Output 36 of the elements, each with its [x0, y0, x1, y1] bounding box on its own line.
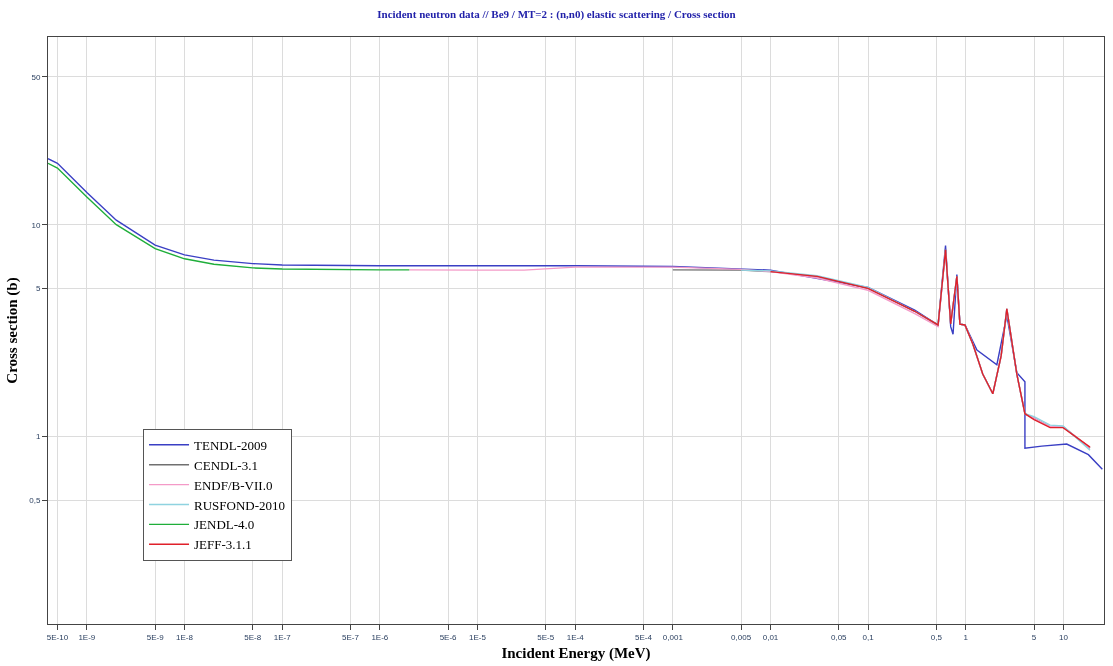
x-tick-label: 1E-5: [469, 632, 487, 642]
x-tick-label: 5E-9: [146, 632, 165, 642]
y-axis-title: Cross section (b): [3, 277, 21, 384]
legend-label: JENDL-4.0: [194, 517, 255, 533]
legend-label: JEFF-3.1.1: [194, 537, 252, 553]
y-tick-label: 50: [31, 72, 41, 82]
x-tick-label: 5E-5: [537, 632, 555, 642]
x-tick-label: 1E-6: [371, 632, 389, 642]
x-tick-label: 0,01: [762, 632, 779, 642]
chart-title: Incident neutron data // Be9 / MT=2 : (n,n0) elastic scattering / Cross section: [377, 7, 736, 21]
x-tick-label: 5E-4: [634, 632, 653, 642]
y-tick-label: 0,5: [29, 495, 41, 505]
x-tick-label: 0,5: [930, 632, 943, 642]
x-tick-label: 5E-6: [439, 632, 458, 642]
x-tick-label: 5E-10: [46, 632, 69, 642]
x-tick-label: 1E-9: [78, 632, 96, 642]
y-tick-label: 1: [35, 432, 41, 442]
legend-label: ENDF/B-VII.0: [194, 477, 273, 493]
x-tick-label: 0,1: [862, 632, 875, 642]
x-tick-label: 5E-7: [342, 632, 360, 642]
x-axis-title: Incident Energy (MeV): [501, 644, 651, 662]
x-tick-label: 0,05: [830, 632, 848, 642]
x-tick-label: 1E-4: [566, 632, 585, 642]
y-tick-label: 10: [31, 220, 41, 230]
x-tick-label: 1E-7: [273, 632, 292, 642]
x-tick-label: 0,005: [731, 632, 752, 642]
x-tick-label: 5: [1031, 632, 1037, 642]
x-tick-label: 0,001: [662, 632, 684, 642]
y-tick-label: 5: [35, 284, 41, 294]
x-tick-label: 1: [963, 632, 969, 642]
legend-label: CENDL-3.1: [194, 457, 258, 473]
x-tick-label: 5E-8: [244, 632, 262, 642]
x-tick-label: 10: [1059, 632, 1069, 642]
x-tick-label: 1E-8: [176, 632, 194, 642]
legend-label: TENDL-2009: [194, 437, 267, 453]
legend-label: RUSFOND-2010: [194, 497, 286, 513]
